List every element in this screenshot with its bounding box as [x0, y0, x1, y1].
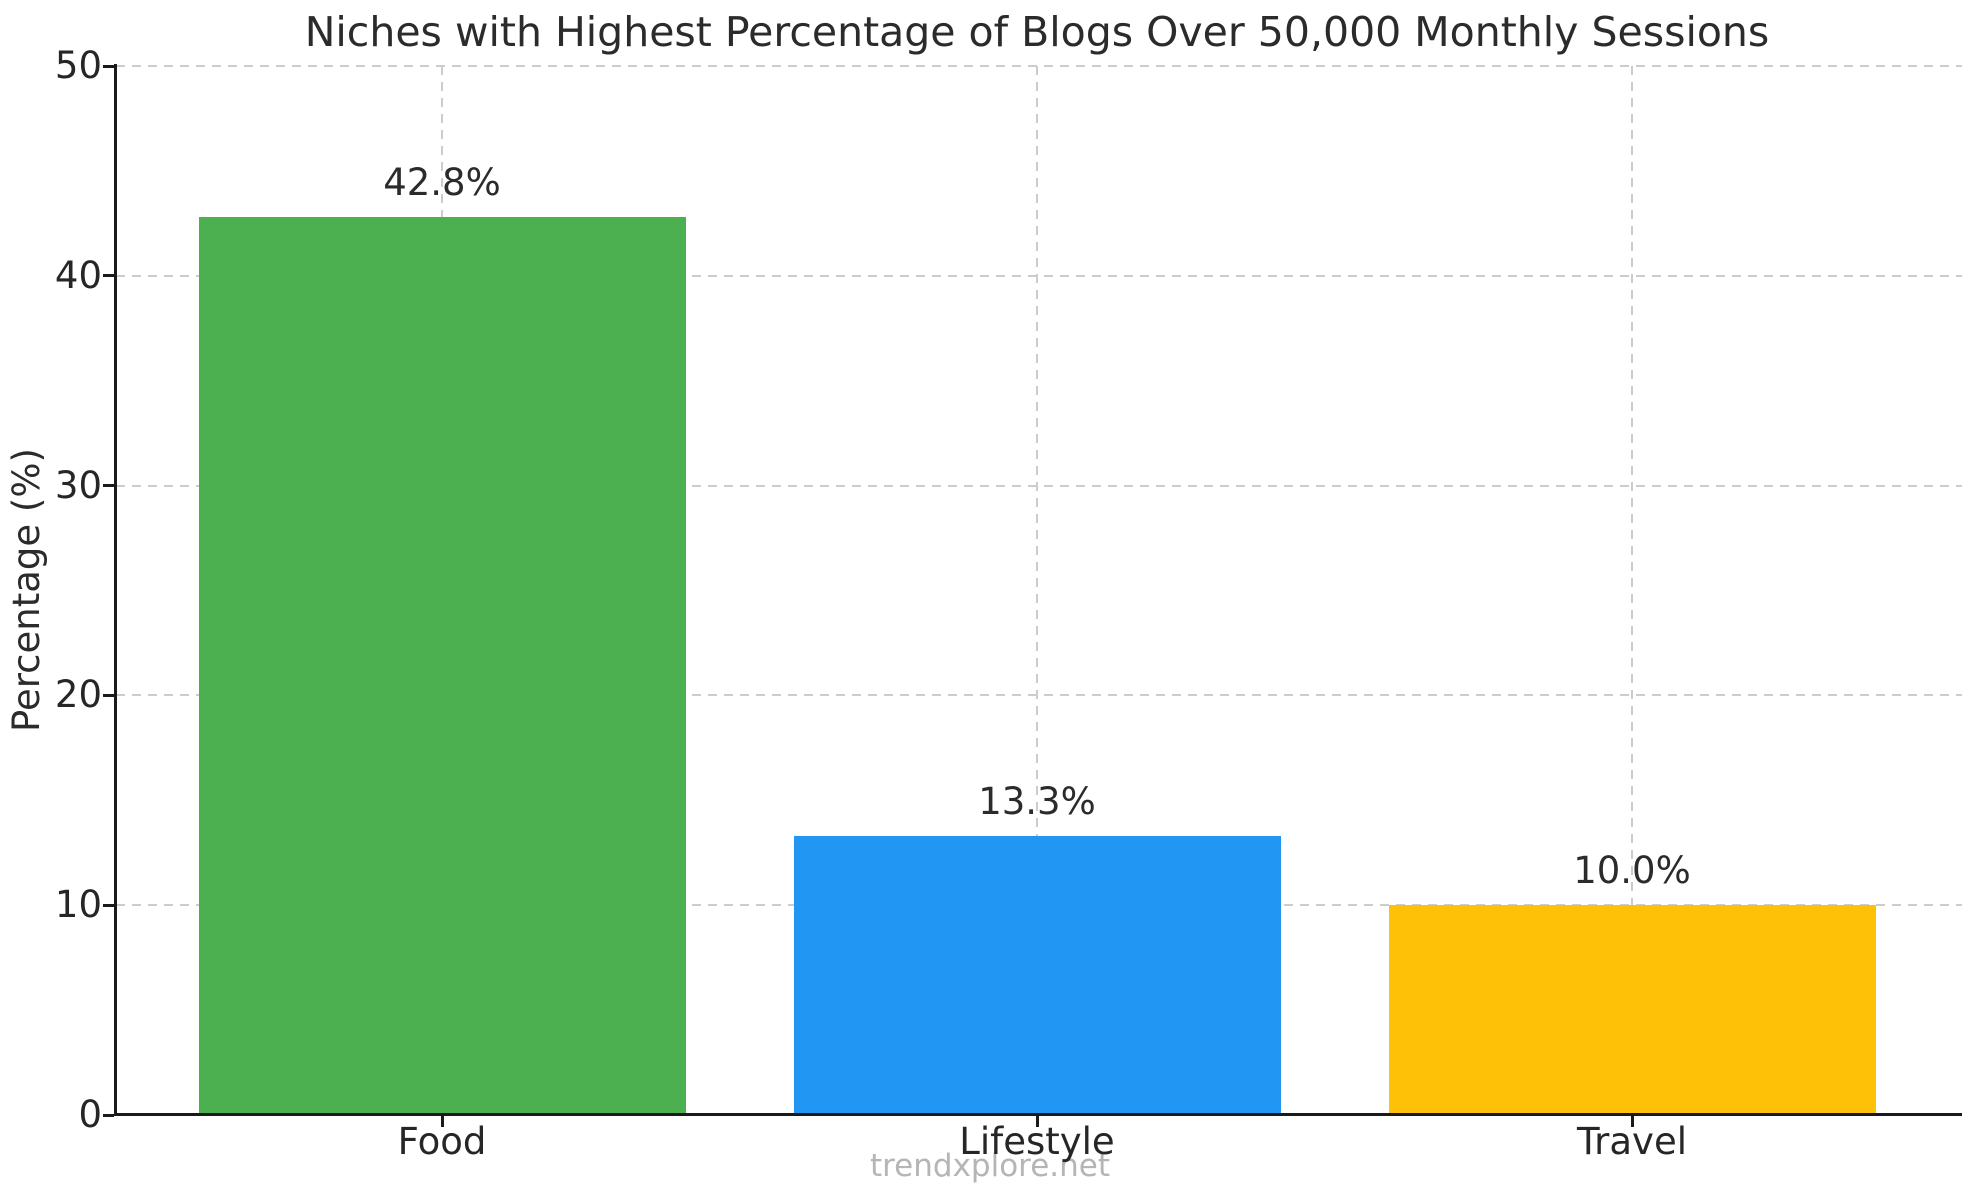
h-gridline [116, 694, 1962, 697]
h-gridline [116, 65, 1962, 67]
v-gridline [1631, 66, 1633, 1115]
x-axis-spine [114, 1113, 1962, 1116]
value-label: 13.3% [978, 779, 1096, 823]
v-gridline [1036, 66, 1038, 1115]
watermark: trendxplore.net [869, 1148, 1111, 1184]
h-gridline [116, 274, 1962, 277]
y-tick-label: 20 [54, 673, 102, 717]
y-tick-label: 50 [54, 44, 102, 87]
y-tick [103, 484, 114, 488]
y-axis-spine [114, 64, 117, 1116]
x-tick [1035, 1116, 1039, 1127]
y-tick [103, 1113, 114, 1117]
y-tick-label: 0 [78, 1093, 102, 1136]
value-label: 42.8% [383, 161, 501, 205]
x-tick-label-lifestyle: Lifestyle [959, 1120, 1115, 1163]
y-tick [103, 693, 114, 697]
y-tick-label: 10 [54, 883, 102, 927]
x-tick [1630, 1116, 1634, 1127]
h-gridline [116, 484, 1962, 487]
chart-title: Niches with Highest Percentage of Blogs … [304, 8, 1770, 56]
y-tick-label: 30 [54, 463, 102, 507]
bar-travel [1388, 905, 1876, 1116]
y-tick [103, 64, 114, 68]
y-tick-label: 40 [54, 253, 102, 297]
y-tick [103, 903, 114, 907]
bar-food [198, 217, 686, 1116]
y-axis-label: Percentage (%) [5, 448, 48, 732]
value-label: 10.0% [1573, 849, 1691, 893]
x-tick-label-travel: Travel [1577, 1120, 1687, 1163]
bar-lifestyle [793, 835, 1281, 1116]
x-tick-label-food: Food [397, 1120, 487, 1163]
x-tick [440, 1116, 444, 1127]
y-tick [103, 274, 114, 278]
